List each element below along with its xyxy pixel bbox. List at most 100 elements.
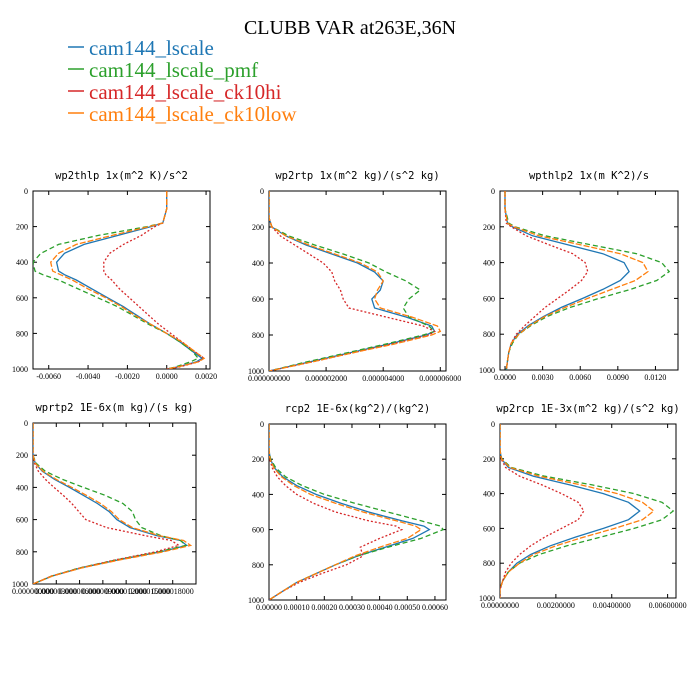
y-tick-label: 200 [252,455,264,464]
x-tick-label: 0.000006000 [59,587,101,596]
plot-frame [268,423,447,601]
legend-label-0: cam144_lscale [89,36,214,60]
x-tick-label: 0.00200000 [537,601,575,610]
y-tick-label: 600 [483,294,495,303]
x-tick-label: 0.00000 [256,603,282,612]
y-tick-label: 1000 [479,594,495,603]
y-tick-label: 1000 [479,366,495,375]
x-tick-label: -0.0020 [115,372,140,381]
series-line-cam144-lscale [500,424,641,598]
legend-item: cam144_lscale_ck10hi [68,80,282,104]
panel-2: wpthlp2 1x(m K^2)/s020040060080010000.00… [479,170,679,382]
legend-item: cam144_lscale_pmf [68,58,258,82]
legend-label-3: cam144_lscale_ck10low [89,102,297,126]
x-tick-label: 0.00060 [422,603,448,612]
legend: cam144_lscale cam144_lscale_pmf cam144_l… [68,36,297,126]
series-group [500,424,675,598]
y-tick-label: 600 [252,295,264,304]
y-tick-label: 0 [260,420,264,429]
x-tick-label: 0.00050 [394,603,420,612]
y-tick-label: 800 [252,561,264,570]
legend-label-2: cam144_lscale_ck10hi [89,80,282,104]
panel-title: wp2rcp 1E-3x(m^2 kg)/(s^2 kg) [496,403,679,415]
x-tick-label: 0.0020 [195,372,217,381]
series-line-cam144-lscale-ck10hi [504,191,589,370]
series-line-cam144-lscale-ck10hi [33,423,181,584]
y-tick-label: 0 [260,187,264,196]
series-line-cam144-lscale-pmf [33,423,188,584]
plot-frame [499,190,679,371]
x-tick-label: 0.00010 [284,603,310,612]
panel-1: wp2rtp 1x(m^2 kg)/(s^2 kg) 0 200 400 600 800 1… [248,170,461,383]
y-tick-label: 800 [483,330,495,339]
y-tick-label: 400 [483,490,495,499]
panel-title: wp2thlp 1x(m^2 K)/s^2 [55,170,188,182]
x-tick-label: 0.0000 [494,373,516,382]
y-tick-label: 200 [483,455,495,464]
x-tick-label: 0.000012000 [105,587,147,596]
series-line-cam144-lscale-ck10low [49,191,206,369]
series-line-cam144-lscale-ck10hi [269,191,436,371]
series-line-cam144-lscale [269,191,436,371]
y-tick-label: 800 [16,548,28,557]
plot-frame [32,190,211,370]
y-tick-label: 400 [16,258,28,267]
y-tick-label: 1000 [248,367,264,376]
series-line-cam144-lscale-ck10hi [269,424,404,600]
legend-item: cam144_lscale [68,36,214,60]
y-tick-label: 800 [483,559,495,568]
series-line-cam144-lscale-ck10low [500,424,655,598]
figure-title: CLUBB VAR at263E,36N [244,17,456,39]
x-tick-label: 0.0030 [532,373,554,382]
series-group [269,424,445,600]
series-group [33,191,206,369]
y-tick-label: 600 [252,526,264,535]
y-tick-label: 0 [491,187,495,196]
plot-frame [268,190,447,372]
panel-title: wp2rtp 1x(m^2 kg)/(s^2 kg) [275,170,439,182]
x-tick-label: 0.000004000 [362,374,404,383]
y-tick-label: 600 [16,516,28,525]
x-tick-label: 0.00030 [339,603,365,612]
x-tick-label: 0.000018000 [152,587,194,596]
y-tick-label: 0 [24,187,28,196]
x-tick-label: 0.00040 [367,603,393,612]
y-tick-label: 200 [252,223,264,232]
x-tick-label: 0.00600000 [649,601,687,610]
x-tick-label: 0.000003000 [35,587,77,596]
x-tick-label: 0.00020 [311,603,337,612]
series-group [504,191,671,370]
series-line-cam144-lscale-pmf [504,191,671,370]
panel-grid: wp2thlp 1x(m^2 K)/s^2 0 200 400 600 800 1000 -0… [12,170,687,612]
panel-0: wp2thlp 1x(m^2 K)/s^2 0 200 400 600 800 1000 -0… [12,170,217,381]
x-tick-label: 0.00400000 [593,601,631,610]
x-tick-label: 0.000000000 [12,587,54,596]
x-tick-label: 0.000006000 [419,374,461,383]
panel-title: rcp2 1E-6x(kg^2)/(kg^2) [285,403,430,415]
plot-frame [32,422,197,585]
x-tick-label: 0.00000000 [481,601,519,610]
y-tick-label: 0 [24,419,28,428]
x-tick-label: 0.0060 [569,373,591,382]
x-tick-label: 0.000009000 [82,587,124,596]
panel-3: wprtp2 1E-6x(m kg)/(s kg) 0 200 400 600 800 10… [12,402,197,596]
series-line-cam144-lscale-pmf [500,424,675,598]
y-tick-label: 400 [16,483,28,492]
series-line-cam144-lscale-pmf [269,191,436,371]
y-tick-label: 800 [252,331,264,340]
series-group [33,423,193,584]
legend-item: cam144_lscale_ck10low [68,102,297,126]
plot-frame [499,423,677,599]
series-line-cam144-lscale-ck10hi [500,424,585,598]
legend-label-1: cam144_lscale_pmf [89,58,258,82]
series-line-cam144-lscale [269,424,431,600]
y-tick-label: 600 [483,524,495,533]
series-line-cam144-lscale-ck10low [504,191,649,370]
series-line-cam144-lscale-ck10low [269,424,423,600]
y-tick-label: 0 [491,420,495,429]
x-tick-label: -0.0040 [76,372,101,381]
y-tick-label: 1000 [248,596,264,605]
panel-title: wprtp2 1E-6x(m kg)/(s kg) [35,402,193,414]
y-tick-label: 400 [252,259,264,268]
y-tick-label: 200 [483,223,495,232]
